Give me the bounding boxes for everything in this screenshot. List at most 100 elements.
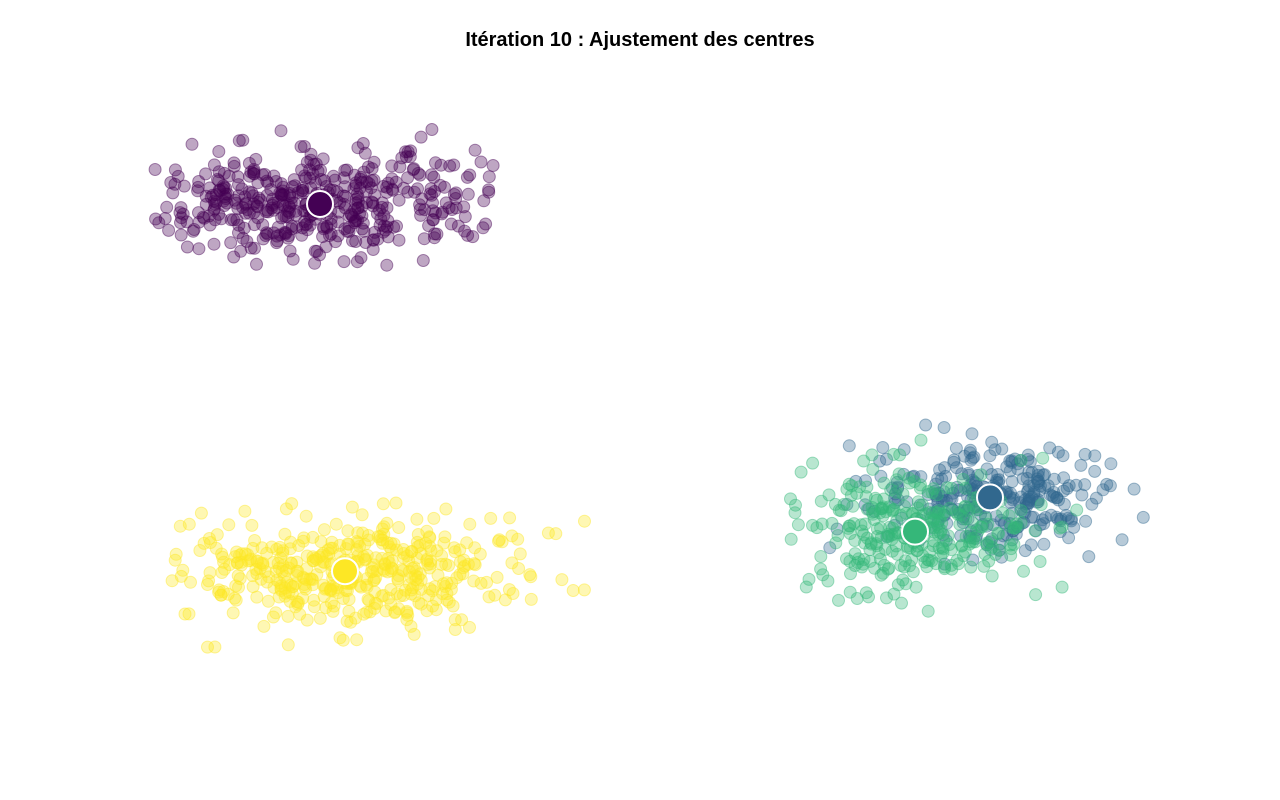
cluster-1-point: [162, 223, 176, 237]
cluster-1-point: [346, 210, 360, 224]
cluster-3-point: [884, 483, 898, 497]
cluster-1-point: [199, 167, 213, 181]
cluster-1-point: [149, 212, 163, 226]
cluster-3-point: [935, 540, 949, 554]
cluster-4-point: [340, 614, 354, 628]
cluster-4-point: [357, 550, 371, 564]
cluster-4-point: [280, 575, 294, 589]
cluster-4-point: [406, 581, 420, 595]
cluster-1-point: [270, 201, 284, 214]
cluster-4-point: [273, 540, 287, 554]
cluster-4-point: [356, 526, 370, 540]
cluster-4-point: [316, 578, 330, 592]
cluster-4-point: [369, 551, 383, 565]
cluster-1-point: [278, 227, 292, 241]
cluster-4-point: [283, 542, 297, 556]
cluster-2-point: [949, 441, 963, 455]
cluster-1-point: [261, 176, 275, 190]
cluster-1-point: [273, 228, 287, 242]
cluster-4-point: [292, 539, 306, 552]
cluster-2-point: [913, 498, 927, 512]
cluster-2-point: [1021, 485, 1034, 499]
cluster-1-point: [366, 196, 380, 210]
cluster-3-point: [942, 538, 956, 551]
cluster-1-point: [176, 207, 190, 221]
cluster-2-point: [1057, 497, 1071, 511]
cluster-2-point: [970, 523, 984, 537]
cluster-1-point: [340, 163, 354, 177]
cluster-4-point: [285, 556, 298, 570]
cluster-4-point: [342, 592, 356, 606]
cluster-2-point: [1005, 506, 1019, 520]
cluster-2-point: [930, 517, 944, 531]
cluster-3-point: [794, 465, 808, 479]
cluster-4-point: [423, 531, 437, 545]
cluster-3-point: [953, 517, 967, 531]
cluster-1-point: [360, 196, 373, 209]
cluster-3-point: [944, 558, 958, 572]
cluster-2-point: [974, 508, 987, 521]
cluster-3-point: [985, 569, 999, 583]
cluster-1-point: [366, 199, 380, 213]
cluster-3-point: [875, 502, 889, 516]
cluster-3-point: [1010, 517, 1023, 531]
cluster-2-point: [982, 535, 996, 549]
cluster-4-point: [351, 549, 365, 563]
cluster-3-point: [844, 489, 858, 502]
cluster-3-point: [845, 479, 859, 493]
cluster-3-point: [921, 553, 935, 567]
cluster-1-point: [365, 195, 379, 209]
cluster-1-point: [166, 186, 180, 200]
cluster-2-point: [935, 472, 949, 486]
cluster-2-point: [937, 421, 951, 434]
cluster-1-point: [319, 240, 333, 254]
cluster-1-point: [443, 159, 457, 173]
cluster-2-point: [980, 538, 994, 552]
cluster-1-point: [426, 213, 440, 227]
cluster-2-point: [900, 495, 914, 509]
cluster-4-point: [279, 586, 292, 600]
cluster-4-point: [246, 580, 260, 594]
cluster-2-point: [1031, 468, 1045, 482]
cluster-1-point: [192, 215, 206, 229]
cluster-4-point: [306, 554, 320, 568]
cluster-3-point: [889, 485, 903, 499]
cluster-3-point: [922, 553, 936, 567]
cluster-4-point: [384, 543, 398, 557]
cluster-1-point: [236, 133, 250, 147]
cluster-4-point: [299, 509, 313, 523]
cluster-2-point: [1031, 475, 1045, 488]
cluster-4-point: [385, 554, 399, 568]
cluster-1-point: [353, 181, 367, 195]
cluster-1-point: [282, 199, 296, 213]
cluster-1-point: [282, 206, 296, 219]
cluster-3-point: [905, 553, 919, 567]
cluster-1-point: [222, 169, 236, 183]
cluster-3-point: [927, 513, 940, 527]
cluster-1-point: [482, 170, 496, 184]
cluster-3-point: [896, 573, 910, 587]
cluster-4-point: [393, 589, 407, 603]
cluster-2-point: [965, 427, 979, 441]
cluster-2-point: [1016, 472, 1030, 486]
cluster-1-point: [274, 177, 288, 191]
cluster-2-point: [931, 496, 945, 510]
cluster-2-point: [1022, 496, 1035, 510]
cluster-4-point: [272, 561, 286, 575]
cluster-3-point: [864, 537, 878, 551]
cluster-4-point: [359, 552, 372, 566]
cluster-4-point: [377, 564, 391, 578]
cluster-4-point: [463, 517, 477, 531]
points-layer: [148, 123, 1150, 654]
cluster-1-point: [283, 189, 297, 203]
cluster-2-point: [1078, 478, 1092, 492]
cluster-3-point: [1036, 451, 1050, 465]
cluster-2-point: [960, 503, 974, 517]
cluster-2-point: [830, 522, 844, 536]
cluster-3-point: [877, 476, 891, 490]
cluster-1-point: [297, 140, 311, 153]
cluster-2-point: [1051, 445, 1065, 459]
cluster-3-point: [975, 520, 989, 534]
cluster-2-point: [880, 452, 893, 466]
cluster-3-point: [874, 502, 888, 515]
